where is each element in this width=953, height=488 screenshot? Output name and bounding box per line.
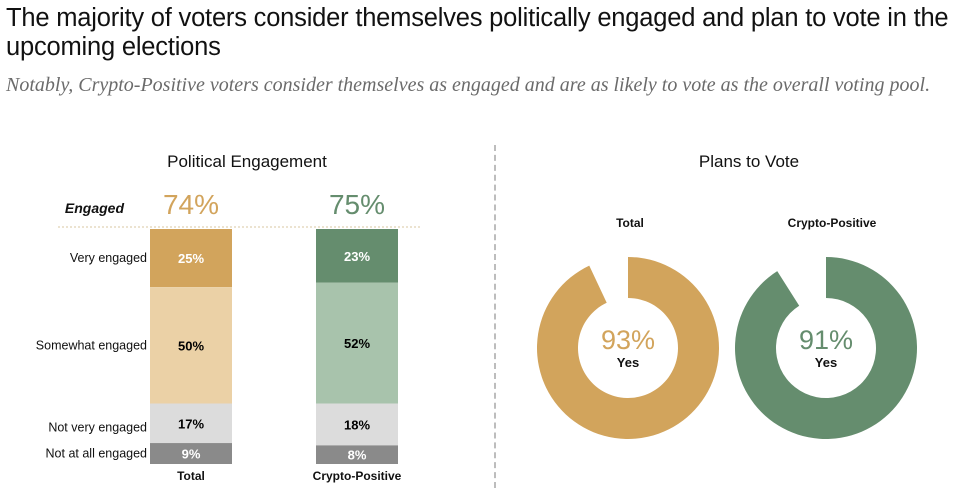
donut-sublabel: Yes: [815, 355, 837, 370]
engaged-label: Engaged: [65, 200, 125, 216]
bar-data-label: 25%: [178, 251, 204, 266]
bar-segment-0-3: [150, 443, 232, 464]
segment-row-label: Very engaged: [70, 251, 147, 265]
donut-slice-yes: [537, 257, 719, 439]
donut-name-label: Crypto-Positive: [788, 216, 877, 230]
bar-category-label: Total: [177, 469, 205, 483]
segment-row-label: Not at all engaged: [46, 447, 148, 461]
bar-segment-0-1: [150, 287, 232, 404]
bar-chart-title: Political Engagement: [167, 152, 327, 171]
bar-data-label: 18%: [344, 417, 370, 432]
bar-segment-0-2: [150, 403, 232, 444]
bar-segment-1-3: [316, 445, 398, 464]
segment-row-label: Not very engaged: [48, 420, 147, 434]
donut-value-label: 93%: [601, 325, 655, 355]
bar-data-label: 52%: [344, 336, 370, 351]
bar-segment-1-0: [316, 229, 398, 283]
engaged-total-label: 75%: [329, 189, 385, 220]
bar-segment-1-2: [316, 403, 398, 446]
segment-row-label: Somewhat engaged: [36, 338, 147, 352]
bar-segment-0-0: [150, 229, 232, 288]
page-title: The majority of voters consider themselv…: [6, 4, 949, 61]
section-divider: [494, 145, 496, 488]
bar-data-label: 23%: [344, 249, 370, 264]
bar-category-label: Crypto-Positive: [313, 469, 402, 483]
engaged-total-label: 74%: [163, 189, 219, 220]
bar-data-label: 50%: [178, 338, 204, 353]
bar-segment-1-1: [316, 282, 398, 404]
donut-sublabel: Yes: [617, 355, 639, 370]
page-subtitle: Notably, Crypto-Positive voters consider…: [6, 74, 931, 96]
bar-data-label: 17%: [178, 416, 204, 431]
donut-chart-title: Plans to Vote: [699, 152, 799, 171]
donut-value-label: 91%: [799, 325, 853, 355]
plans-to-vote-chart: Plans to VoteTotal93%YesCrypto-Positive9…: [537, 152, 917, 440]
political-engagement-chart: Political Engagement 25% 50% 17% 9% Total 74% 2…: [36, 152, 420, 483]
bar-data-label: 8%: [348, 448, 367, 463]
donut-name-label: Total: [616, 216, 644, 230]
bar-data-label: 9%: [182, 447, 201, 462]
donut-slice-yes: [735, 257, 917, 440]
